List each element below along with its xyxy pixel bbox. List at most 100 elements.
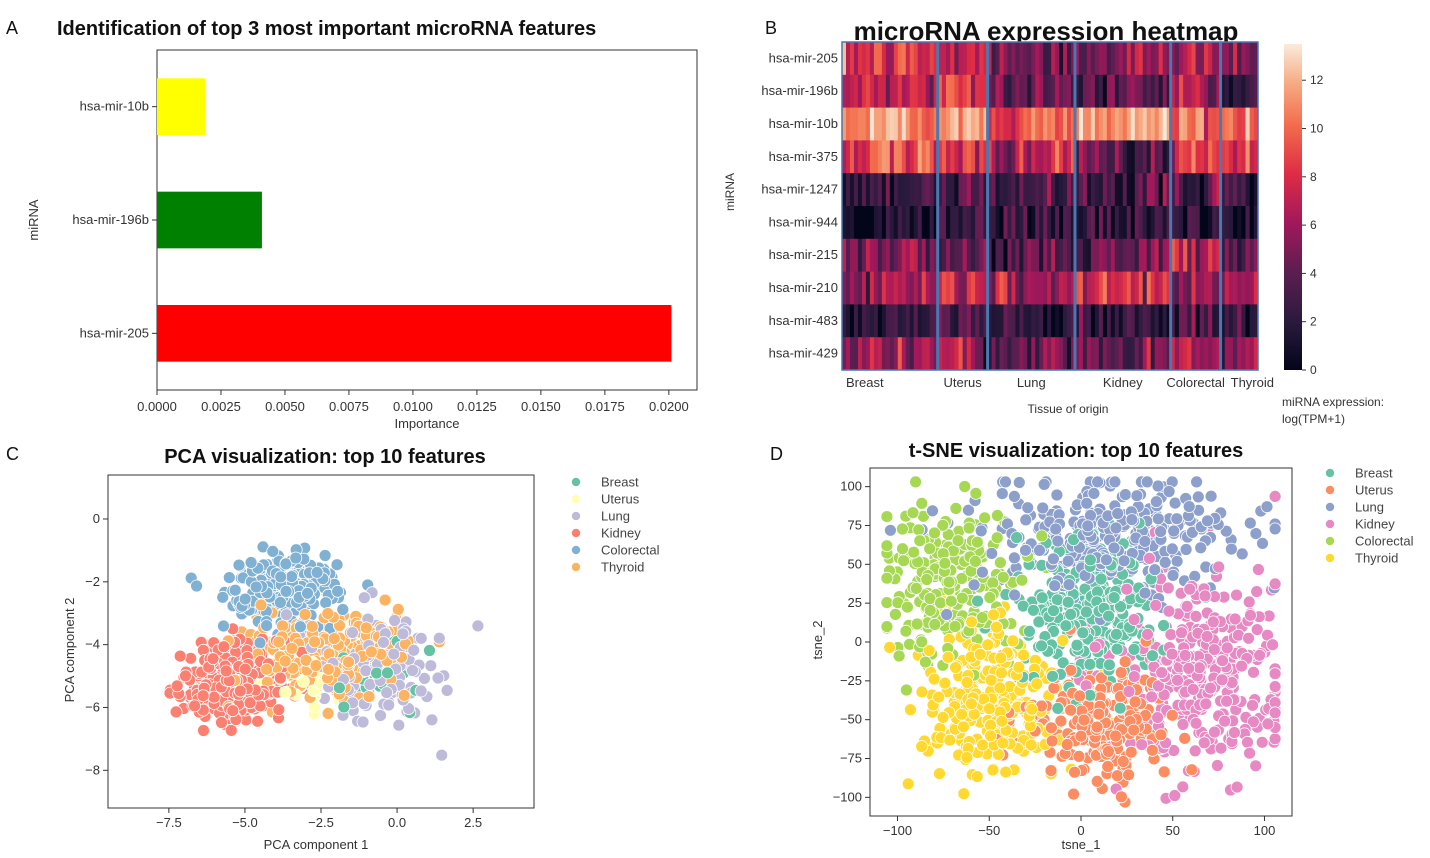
heatmap-cell: [889, 337, 895, 371]
group-label-breast: Breast: [846, 375, 884, 390]
heatmap-cell: [1233, 304, 1238, 338]
heatmap-cell: [1114, 42, 1120, 76]
heatmap-cell: [1199, 304, 1205, 338]
heatmap-cell: [954, 206, 959, 240]
point-colorectal: [222, 571, 236, 584]
heatmap-cell: [1245, 304, 1251, 338]
heatmap-cell: [946, 107, 951, 141]
heatmap-cell: [1074, 140, 1080, 174]
point-kidney: [188, 699, 202, 713]
heatmap-cell: [1170, 238, 1176, 272]
point-colorectal: [938, 556, 952, 570]
heatmap-cell: [913, 206, 919, 240]
heatmap-cell: [962, 173, 968, 207]
heatmap-cell: [1063, 337, 1068, 371]
point-kidney: [1220, 641, 1234, 655]
heatmap-cell: [1195, 140, 1201, 174]
heatmap-cell: [1237, 42, 1242, 76]
point-colorectal: [983, 591, 997, 604]
point-kidney: [1141, 628, 1154, 641]
heatmap-cell: [1216, 140, 1221, 174]
row-label: hsa-mir-483: [769, 313, 838, 328]
heatmap-cell: [869, 206, 875, 240]
heatmap-cell: [1195, 173, 1201, 207]
heatmap-cell: [1086, 140, 1092, 174]
heatmap-cell: [999, 304, 1004, 338]
point-kidney: [1204, 681, 1217, 695]
heatmap-cell: [933, 140, 939, 174]
point-lung: [1148, 563, 1162, 577]
heatmap-cell: [987, 238, 992, 272]
heatmap-cell: [913, 271, 919, 305]
point-colorectal: [928, 618, 942, 631]
heatmap-cell: [1003, 173, 1008, 207]
point-uterus: [1045, 721, 1058, 735]
point-colorectal: [986, 576, 1000, 590]
heatmap-cell: [958, 173, 964, 207]
heatmap-cell: [1241, 42, 1246, 76]
point-kidney: [1216, 654, 1229, 668]
heatmap-cell: [1126, 173, 1132, 207]
heatmap-cell: [950, 74, 955, 108]
heatmap-cell: [1158, 74, 1164, 108]
point-lung: [995, 487, 1009, 501]
point-kidney: [1255, 735, 1269, 749]
point-thyroid: [342, 655, 356, 669]
heatmap-cell: [1051, 304, 1056, 338]
point-kidney: [206, 652, 220, 666]
heatmap-cell: [1114, 140, 1120, 174]
point-kidney: [1242, 595, 1256, 609]
heatmap-cell: [1233, 271, 1238, 305]
heatmap-cell: [1003, 337, 1008, 371]
heatmap-cell: [1237, 238, 1242, 272]
heatmap-cell: [1023, 74, 1028, 108]
heatmap-cell: [1067, 271, 1072, 305]
heatmap-cell: [1039, 140, 1044, 174]
heatmap-cell: [1059, 304, 1064, 338]
point-lung: [1190, 475, 1203, 489]
point-thyroid: [957, 720, 970, 734]
point-kidney: [1268, 489, 1282, 503]
point-colorectal: [941, 528, 955, 541]
panel-c-points: [163, 540, 485, 762]
heatmap-cell: [913, 238, 919, 272]
heatmap-cell: [1110, 107, 1116, 141]
heatmap-cell: [1102, 337, 1108, 371]
point-thyroid: [883, 641, 896, 654]
heatmap-cell: [937, 206, 943, 240]
heatmap-cell: [1150, 238, 1156, 272]
point-uterus: [1090, 720, 1104, 734]
legend-marker-lung: [571, 511, 581, 521]
heatmap-cell: [865, 304, 871, 338]
heatmap-cell: [987, 107, 992, 141]
point-lung: [280, 608, 293, 622]
heatmap-cell: [1138, 107, 1144, 141]
heatmap-cell: [1241, 206, 1246, 240]
heatmap-cell: [1078, 173, 1084, 207]
heatmap-cell: [901, 238, 907, 272]
heatmap-cell: [849, 238, 855, 272]
point-colorectal: [934, 596, 947, 610]
point-lung: [1151, 479, 1165, 493]
heatmap-cell: [1166, 74, 1172, 108]
heatmap-cell: [1237, 304, 1242, 338]
heatmap-cell: [845, 337, 851, 371]
heatmap-cell: [909, 140, 915, 174]
point-breast: [1010, 531, 1023, 544]
heatmap-cell: [987, 304, 992, 338]
heatmap-cell: [1035, 74, 1040, 108]
heatmap-cell: [869, 337, 875, 371]
heatmap-cell: [1183, 238, 1188, 272]
legend-label-lung: Lung: [1355, 500, 1384, 515]
heatmap-cell: [1118, 74, 1124, 108]
point-lung: [357, 591, 371, 605]
point-colorectal: [319, 596, 333, 610]
heatmap-cell: [917, 173, 923, 207]
heatmap-cell: [1003, 206, 1008, 240]
point-kidney: [1206, 615, 1220, 629]
point-lung: [1109, 521, 1123, 535]
heatmap-cell: [869, 140, 875, 174]
heatmap-cell: [1142, 107, 1148, 141]
heatmap-cell: [1228, 238, 1234, 272]
heatmap-cell: [1154, 271, 1160, 305]
